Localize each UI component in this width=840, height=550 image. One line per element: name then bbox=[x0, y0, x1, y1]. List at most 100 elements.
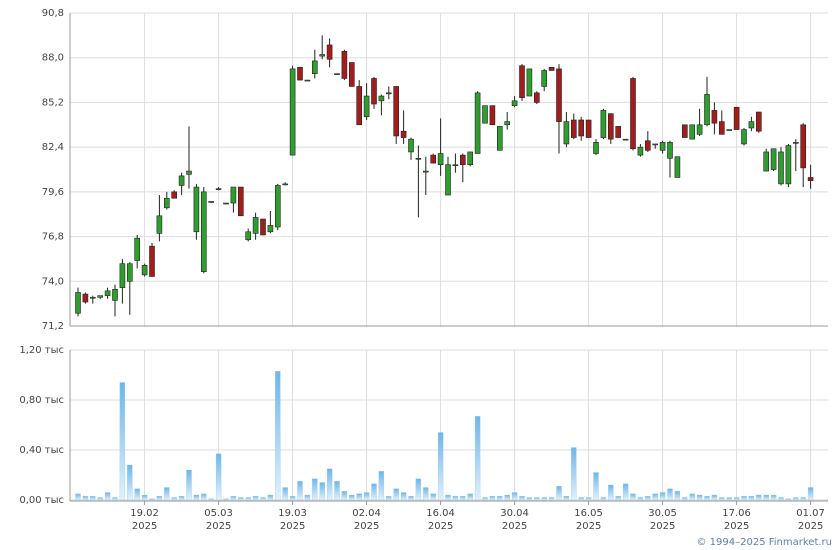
marks-layer bbox=[75, 35, 814, 501]
volume-bar bbox=[393, 488, 399, 501]
candle-body bbox=[785, 145, 792, 185]
volume-bar bbox=[756, 494, 762, 501]
y-tick-label: 85,2 bbox=[42, 97, 64, 108]
candle-body bbox=[326, 44, 333, 60]
volume-bar bbox=[312, 478, 318, 501]
volume-bar bbox=[793, 497, 799, 501]
volume-bar bbox=[349, 494, 355, 501]
volume-bar bbox=[807, 487, 814, 501]
candle-body bbox=[630, 78, 636, 150]
volume-bar bbox=[667, 488, 673, 501]
x-tick-label-year: 2025 bbox=[650, 521, 675, 532]
candle-body bbox=[467, 151, 474, 166]
candle-body bbox=[659, 142, 666, 151]
candle-body bbox=[90, 296, 96, 299]
candle-body bbox=[741, 129, 747, 145]
x-tick-label-year: 2025 bbox=[798, 521, 823, 532]
candle-body bbox=[289, 68, 296, 156]
volume-bar bbox=[415, 478, 422, 501]
volume-bar bbox=[637, 497, 644, 501]
volume-bar bbox=[608, 484, 614, 501]
volume-bar bbox=[511, 492, 518, 501]
candle-body bbox=[607, 113, 614, 140]
x-tick-label: 19.02 bbox=[130, 508, 159, 519]
volume-bar bbox=[371, 483, 377, 501]
y-tick-label: 0,00 тыс bbox=[19, 495, 64, 506]
grid-layer bbox=[70, 12, 828, 501]
volume-bar bbox=[704, 496, 710, 501]
volume-bar bbox=[696, 494, 703, 501]
volume-bar bbox=[97, 497, 103, 501]
candle-body bbox=[622, 138, 629, 141]
candle-body bbox=[75, 292, 81, 314]
volume-bar bbox=[164, 487, 170, 501]
y-tick-label: 0,80 тыс bbox=[19, 395, 64, 406]
volume-bar bbox=[230, 496, 237, 501]
volume-bar bbox=[460, 496, 466, 501]
candle-body bbox=[437, 153, 444, 166]
volume-bar bbox=[378, 471, 385, 501]
volume-bar bbox=[726, 497, 732, 501]
volume-bar bbox=[689, 493, 695, 501]
volume-bar bbox=[489, 496, 496, 501]
volume-bar bbox=[659, 492, 666, 501]
volume-bar bbox=[548, 497, 555, 501]
candle-body bbox=[615, 126, 622, 138]
volume-bar bbox=[719, 497, 725, 501]
candle-body bbox=[755, 111, 762, 132]
candle-body bbox=[533, 92, 540, 103]
candle-body bbox=[422, 170, 429, 173]
y-tick-label: 88,0 bbox=[42, 53, 64, 64]
volume-bar bbox=[282, 487, 288, 501]
candle-body bbox=[238, 186, 244, 217]
candle-body bbox=[637, 146, 644, 156]
candle-body bbox=[496, 126, 503, 151]
candle-body bbox=[800, 124, 807, 169]
volume-bar bbox=[104, 492, 111, 501]
x-tick-label-year: 2025 bbox=[576, 521, 601, 532]
candle-body bbox=[297, 66, 303, 81]
volume-bar bbox=[223, 498, 229, 501]
candle-body bbox=[681, 124, 688, 138]
volume-bar bbox=[748, 496, 755, 501]
candle-body bbox=[393, 86, 400, 137]
candle-body bbox=[778, 151, 784, 185]
volume-bar bbox=[645, 496, 651, 501]
volume-bar bbox=[593, 472, 599, 501]
x-tick-label-year: 2025 bbox=[428, 521, 453, 532]
x-tick-label: 05.03 bbox=[204, 508, 233, 519]
candle-body bbox=[459, 154, 466, 166]
candle-body bbox=[674, 156, 681, 178]
candle-body bbox=[704, 94, 710, 126]
volume-bar bbox=[437, 432, 444, 501]
volume-bar bbox=[363, 492, 370, 501]
volume-bar bbox=[519, 496, 525, 501]
candle-body bbox=[689, 124, 696, 140]
volume-bar bbox=[386, 496, 392, 501]
volume-bar bbox=[430, 493, 436, 501]
volume-bar bbox=[741, 496, 747, 501]
volume-bar bbox=[267, 494, 274, 501]
candle-body bbox=[770, 148, 777, 170]
candle-body bbox=[304, 79, 311, 82]
candle-body bbox=[711, 110, 718, 124]
volume-bar bbox=[252, 496, 259, 501]
candle-body bbox=[341, 51, 348, 79]
volume-bar bbox=[770, 494, 777, 501]
y-tick-label: 82,4 bbox=[42, 142, 64, 153]
candle-body bbox=[193, 186, 200, 233]
volume-bar bbox=[556, 486, 562, 501]
volume-bar bbox=[711, 494, 718, 501]
candle-body bbox=[578, 119, 585, 137]
candle-body bbox=[489, 105, 496, 126]
candle-body bbox=[112, 288, 118, 301]
candle-body bbox=[556, 68, 562, 122]
volume-bar bbox=[193, 494, 200, 501]
candle-body bbox=[319, 54, 326, 57]
candle-body bbox=[171, 191, 177, 199]
volume-bar bbox=[400, 492, 407, 501]
volume-bar bbox=[171, 497, 177, 501]
credit[interactable]: © 1994–2025 Finmarket.ru bbox=[696, 537, 832, 548]
candle-body bbox=[134, 237, 140, 261]
